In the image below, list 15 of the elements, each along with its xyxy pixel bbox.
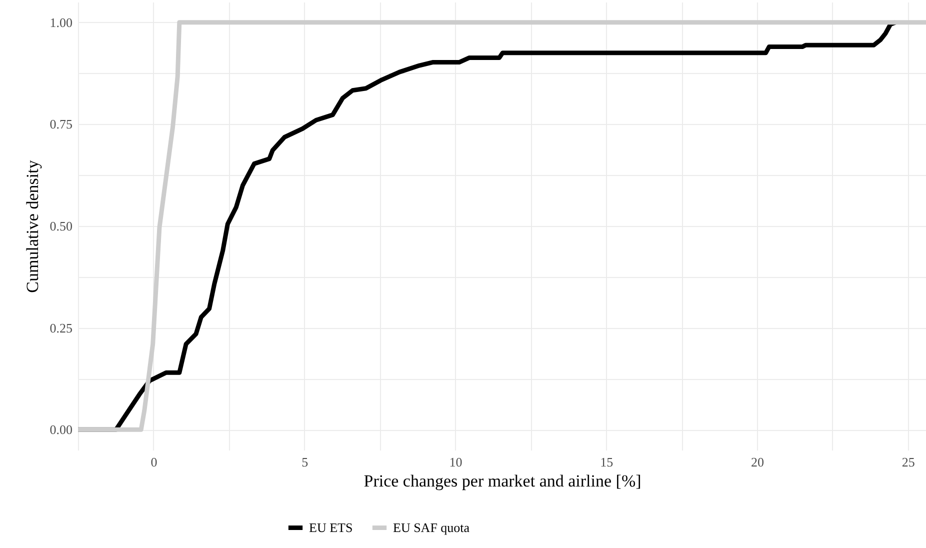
y-tick-label: 0.50 [50, 218, 72, 234]
x-tick-label: 15 [600, 454, 614, 470]
x-tick-label: 0 [150, 454, 158, 470]
y-tick-label: 0.75 [50, 116, 72, 132]
y-tick-label: 0.00 [50, 422, 72, 438]
legend-label: EU SAF quota [393, 520, 470, 535]
y-tick-label: 0.25 [50, 320, 72, 336]
x-tick-label: 5 [302, 454, 308, 470]
x-axis-title: Price changes per market and airline [%] [364, 472, 642, 490]
legend-label: EU ETS [309, 520, 353, 535]
x-tick-label: 20 [751, 454, 764, 470]
x-tick-label: 25 [902, 454, 915, 470]
y-axis-title: Cumulative density [22, 160, 42, 293]
x-tick-label: 10 [449, 454, 462, 470]
y-tick-label: 1.00 [50, 14, 72, 30]
